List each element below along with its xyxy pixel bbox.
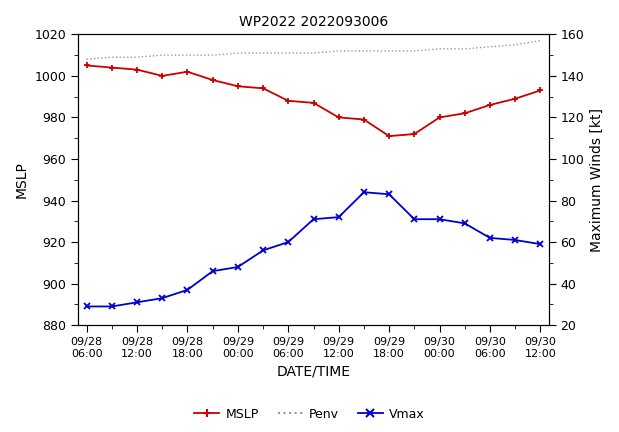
Penv [487,102,494,108]
MSLP [335,215,342,220]
Vmax [133,54,141,60]
MSLP [436,216,443,222]
Vmax [209,53,217,58]
Vmax [386,48,393,54]
MSLP [386,192,393,197]
Penv [386,133,393,139]
MSLP [184,287,191,292]
MSLP [410,216,418,222]
Penv [184,69,191,74]
MSLP [83,304,90,309]
Penv [537,88,544,93]
X-axis label: DATE/TIME: DATE/TIME [277,364,350,378]
Y-axis label: MSLP: MSLP [15,161,29,198]
Vmax [335,48,342,54]
Penv [285,98,292,103]
Penv [335,115,342,120]
MSLP [537,241,544,247]
Vmax [310,51,317,56]
Vmax [83,57,90,62]
MSLP [133,300,141,305]
Legend: MSLP, Penv, Vmax: MSLP, Penv, Vmax [189,403,430,426]
Penv [234,84,241,89]
MSLP [461,221,469,226]
Vmax [184,53,191,58]
Penv [259,86,267,91]
Line: Penv: Penv [83,62,544,140]
Vmax [158,53,166,58]
Penv [209,77,217,83]
Vmax [234,51,241,56]
MSLP [108,304,116,309]
Vmax [108,54,116,60]
MSLP [310,216,317,222]
Penv [436,115,443,120]
Y-axis label: Maximum Winds [kt]: Maximum Winds [kt] [590,108,604,252]
Line: Vmax: Vmax [87,41,540,59]
MSLP [158,295,166,301]
MSLP [285,239,292,245]
Penv [461,111,469,116]
Penv [511,96,519,102]
Line: MSLP: MSLP [83,189,544,310]
Penv [133,67,141,72]
Vmax [360,48,368,54]
Penv [360,117,368,122]
Vmax [285,51,292,56]
Penv [108,65,116,70]
Vmax [487,44,494,49]
Vmax [259,51,267,56]
MSLP [511,238,519,243]
MSLP [487,235,494,241]
Vmax [511,42,519,48]
Penv [83,63,90,68]
Penv [410,131,418,137]
Penv [158,73,166,79]
MSLP [234,264,241,270]
Vmax [537,38,544,43]
Vmax [410,48,418,54]
MSLP [360,190,368,195]
Vmax [461,46,469,51]
MSLP [209,269,217,274]
MSLP [259,248,267,253]
Penv [310,100,317,105]
Title: WP2022 2022093006: WP2022 2022093006 [239,15,388,29]
Vmax [436,46,443,51]
